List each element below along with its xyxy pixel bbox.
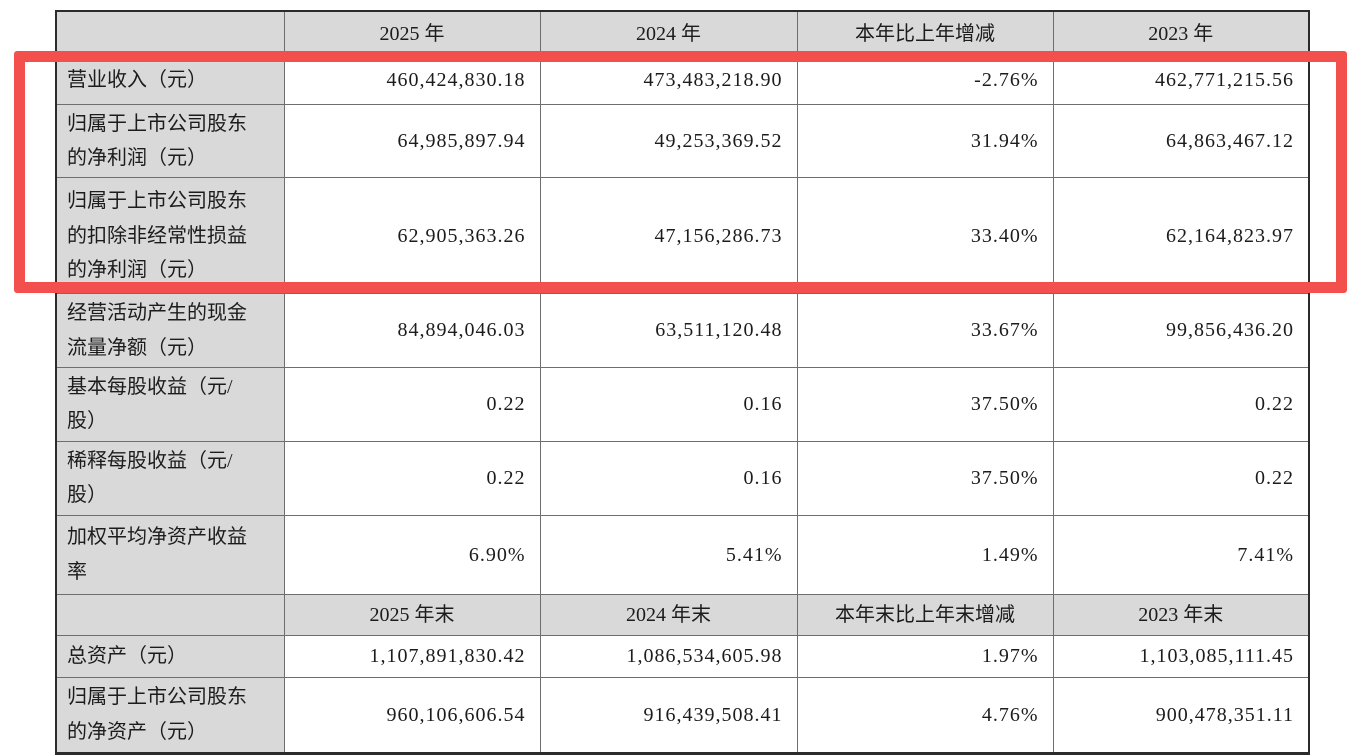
value-cell: 7.41% [1052,514,1310,595]
value-cell: 4.76% [796,676,1054,754]
table-row-weighted-avg-roe: 加权平均净资产收益 率 6.90% 5.41% 1.49% 7.41% [55,514,1310,595]
table-row-total-assets: 总资产（元） 1,107,891,830.42 1,086,534,605.98… [55,634,1310,678]
value-cell: 64,985,897.94 [283,103,541,179]
value-cell: 1,103,085,111.45 [1052,634,1310,678]
value-cell: 31.94% [796,103,1054,179]
row-label-cell: 加权平均净资产收益 率 [55,514,285,595]
table-row-net-assets: 归属于上市公司股东 的净资产（元） 960,106,606.54 916,439… [55,676,1310,754]
table-row-diluted-eps: 稀释每股收益（元/ 股） 0.22 0.16 37.50% 0.22 [55,440,1310,516]
value-cell: 0.22 [1052,367,1310,442]
value-cell: 64,863,467.12 [1052,103,1310,179]
table-row-net-profit: 归属于上市公司股东 的净利润（元） 64,985,897.94 49,253,3… [55,103,1310,179]
value-cell: 47,156,286.73 [539,177,798,295]
value-cell: 37.50% [796,367,1054,442]
corner-cell [55,593,285,636]
value-cell: 84,894,046.03 [283,293,541,369]
header-cell-2024-end: 2024 年末 [539,593,798,636]
row-label-cell: 总资产（元） [55,634,285,678]
row-label-cell: 归属于上市公司股东 的净利润（元） [55,103,285,179]
value-cell: 63,511,120.48 [539,293,798,369]
financial-summary-table: 2025 年 2024 年 本年比上年增减 2023 年 营业收入（元） 460… [55,10,1310,755]
value-cell: 6.90% [283,514,541,595]
value-cell: 900,478,351.11 [1052,676,1310,754]
value-cell: 33.40% [796,177,1054,295]
value-cell: 1,086,534,605.98 [539,634,798,678]
table-row-basic-eps: 基本每股收益（元/ 股） 0.22 0.16 37.50% 0.22 [55,367,1310,442]
header-cell-2024: 2024 年 [539,10,798,58]
value-cell: 99,856,436.20 [1052,293,1310,369]
value-cell: 916,439,508.41 [539,676,798,754]
value-cell: 33.67% [796,293,1054,369]
value-cell: 0.16 [539,367,798,442]
value-cell: 62,905,363.26 [283,177,541,295]
value-cell: 5.41% [539,514,798,595]
row-label-cell: 稀释每股收益（元/ 股） [55,440,285,516]
corner-cell [55,10,285,58]
header-cell-yoy-change: 本年比上年增减 [796,10,1054,58]
value-cell: 1.97% [796,634,1054,678]
value-cell: 1,107,891,830.42 [283,634,541,678]
value-cell: 0.22 [283,367,541,442]
table-header-row-annual: 2025 年 2024 年 本年比上年增减 2023 年 [55,10,1310,58]
value-cell: 0.22 [1052,440,1310,516]
header-cell-end-change: 本年末比上年末增减 [796,593,1054,636]
value-cell: 473,483,218.90 [539,56,798,105]
row-label-cell: 营业收入（元） [55,56,285,105]
value-cell: -2.76% [796,56,1054,105]
header-cell-2023-end: 2023 年末 [1052,593,1310,636]
value-cell: 0.16 [539,440,798,516]
row-label-cell: 经营活动产生的现金 流量净额（元） [55,293,285,369]
value-cell: 0.22 [283,440,541,516]
value-cell: 960,106,606.54 [283,676,541,754]
row-label-cell: 归属于上市公司股东 的净资产（元） [55,676,285,754]
value-cell: 462,771,215.56 [1052,56,1310,105]
row-label-cell: 基本每股收益（元/ 股） [55,367,285,442]
header-cell-2023: 2023 年 [1052,10,1310,58]
table-row-operating-revenue: 营业收入（元） 460,424,830.18 473,483,218.90 -2… [55,56,1310,105]
value-cell: 37.50% [796,440,1054,516]
value-cell: 62,164,823.97 [1052,177,1310,295]
row-label-cell: 归属于上市公司股东 的扣除非经常性损益 的净利润（元） [55,177,285,295]
table-row-net-profit-excl-nonrecurring: 归属于上市公司股东 的扣除非经常性损益 的净利润（元） 62,905,363.2… [55,177,1310,295]
value-cell: 49,253,369.52 [539,103,798,179]
table-row-operating-cash-flow: 经营活动产生的现金 流量净额（元） 84,894,046.03 63,511,1… [55,293,1310,369]
value-cell: 1.49% [796,514,1054,595]
header-cell-2025: 2025 年 [283,10,541,58]
header-cell-2025-end: 2025 年末 [283,593,541,636]
table-header-row-period-end: 2025 年末 2024 年末 本年末比上年末增减 2023 年末 [55,593,1310,636]
value-cell: 460,424,830.18 [283,56,541,105]
